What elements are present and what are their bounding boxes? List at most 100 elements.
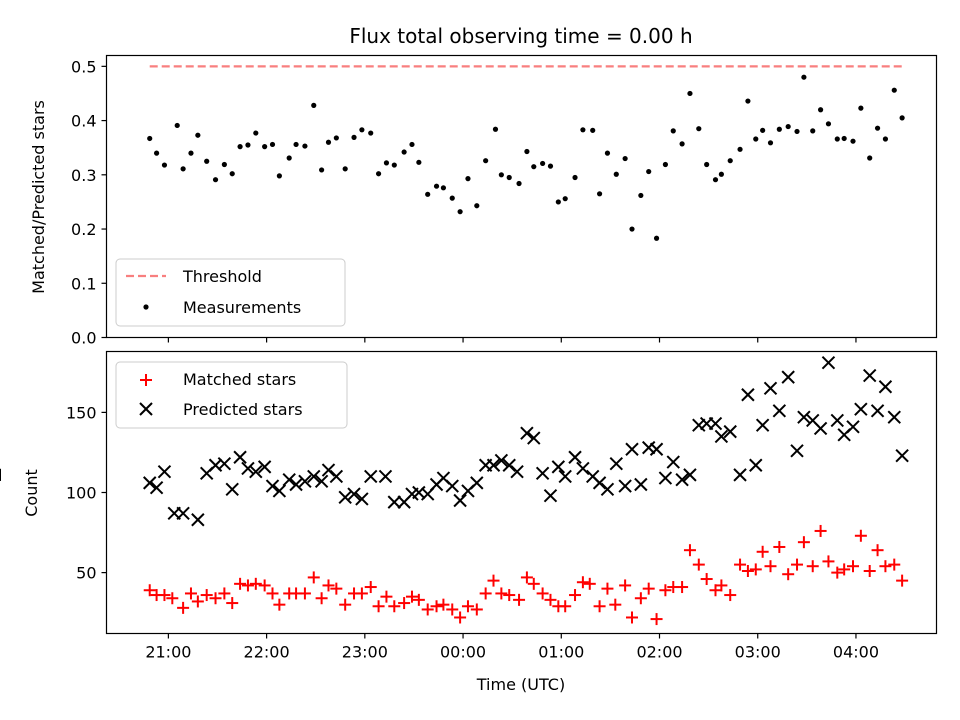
measurement-point	[383, 160, 390, 166]
matched-point	[847, 560, 860, 573]
measurement-point	[718, 171, 724, 177]
matched-point	[454, 611, 467, 624]
measurement-point	[457, 209, 463, 215]
measurement-point	[237, 144, 243, 150]
matched-point	[273, 598, 286, 611]
predicted-point	[708, 416, 723, 431]
predicted-point	[233, 450, 247, 464]
measurement-point	[212, 177, 219, 183]
matched-point	[536, 587, 549, 600]
predicted-point	[887, 410, 901, 424]
matched-point	[879, 560, 892, 573]
measurement-point	[492, 126, 499, 132]
matched-point	[258, 579, 271, 592]
measurement-point	[810, 128, 816, 134]
predicted-point	[355, 492, 369, 506]
predicted-point	[870, 404, 885, 418]
predicted-point	[157, 464, 172, 479]
matched-point	[184, 587, 197, 600]
measurement-point	[153, 150, 160, 156]
measurement-point	[276, 173, 282, 179]
measurement-point	[801, 74, 807, 80]
legend-measurements-label: Measurements	[183, 298, 301, 317]
matched-point	[609, 598, 622, 611]
measurement-point	[506, 174, 512, 181]
predicted-point	[854, 402, 868, 416]
predicted-point	[666, 455, 680, 469]
measurement-point	[311, 102, 317, 108]
bottom-x-tick-label: 22:00	[244, 643, 290, 662]
bottom-axes: 21:00 22:00 23:00 00:00 01:00 02:00 03:00 04:00…	[66, 403, 879, 661]
top-y-tick-label: 0.0	[71, 329, 96, 348]
measurement-point	[613, 171, 619, 177]
bottom-x-tick-label: 03:00	[735, 643, 781, 662]
measurement-point	[465, 176, 471, 182]
bottom-y-tick-label: 50	[76, 564, 96, 583]
measurement-point	[590, 127, 596, 133]
predicted-point	[249, 464, 263, 479]
predicted-point	[191, 513, 205, 527]
predicted-point	[378, 469, 393, 484]
matched-point	[487, 574, 500, 587]
predicted-point	[217, 456, 232, 471]
matched-point	[863, 565, 876, 578]
measurement-point	[547, 163, 554, 169]
predicted-point	[625, 442, 639, 456]
matched-point	[871, 544, 884, 557]
predicted-point	[558, 469, 572, 484]
top-y-tick-label: 0.2	[71, 220, 96, 239]
legend-measurements-swatch	[143, 304, 149, 310]
matched-point	[659, 584, 672, 597]
measurement-point	[474, 203, 480, 209]
matched-point	[339, 598, 352, 611]
predicted-point	[749, 458, 763, 472]
predicted-point	[733, 468, 747, 482]
measurement-point	[262, 144, 268, 150]
predicted-point	[329, 469, 344, 484]
matched-point	[559, 600, 572, 613]
matched-point	[364, 581, 377, 594]
measurement-point	[596, 191, 603, 197]
matched-point	[398, 597, 411, 610]
predicted-point	[763, 381, 778, 396]
predicted-point	[781, 370, 795, 384]
measurement-point	[180, 166, 186, 172]
matched-point	[226, 597, 239, 610]
matched-point	[330, 582, 343, 595]
measurement-point	[622, 155, 628, 162]
predicted-point	[282, 472, 296, 487]
predicted-point	[453, 493, 467, 508]
predicted-point	[755, 418, 770, 432]
bottom-y-tick-label: 150	[66, 403, 97, 422]
top-plot-area	[147, 65, 905, 241]
bottom-plot-area	[0, 356, 909, 626]
measurement-point	[712, 177, 719, 183]
matched-point	[143, 584, 156, 597]
matched-point	[692, 558, 705, 571]
matched-point	[838, 563, 851, 576]
predicted-point	[592, 476, 607, 490]
top-y-tick-label: 0.3	[71, 166, 96, 185]
predicted-point	[289, 477, 303, 492]
matched-point	[315, 592, 328, 605]
matched-point	[626, 611, 639, 624]
matched-point	[405, 590, 418, 603]
measurement-point	[555, 199, 561, 205]
bottom-x-tick-label: 00:00	[440, 643, 486, 662]
matched-point	[741, 565, 754, 578]
predicted-point	[683, 468, 697, 482]
bottom-y-tick-label: 100	[66, 484, 97, 503]
measurement-point	[286, 155, 292, 161]
measurement-point	[204, 158, 210, 164]
matched-point	[650, 613, 663, 626]
top-y-tick-label: 0.1	[71, 274, 96, 293]
measurement-point	[767, 140, 774, 146]
chart-title: Flux total observing time = 0.00 h	[349, 24, 692, 48]
matched-point	[764, 560, 777, 573]
measurement-point	[391, 162, 397, 168]
measurement-point	[899, 115, 905, 121]
bottom-x-tick-label: 04:00	[833, 643, 879, 662]
measurement-point	[302, 143, 308, 149]
predicted-point	[298, 474, 312, 488]
